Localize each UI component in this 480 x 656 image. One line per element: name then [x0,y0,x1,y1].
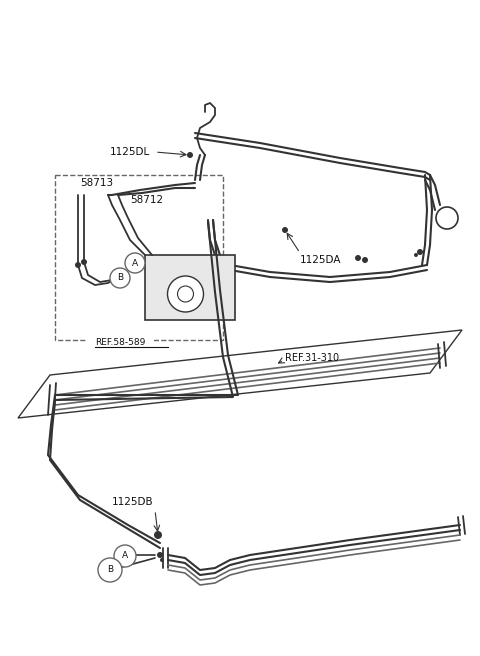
Circle shape [168,276,204,312]
Circle shape [98,558,122,582]
Text: 1125DA: 1125DA [300,255,341,265]
Text: 1125DL: 1125DL [110,147,150,157]
Circle shape [362,257,368,263]
Circle shape [114,545,136,567]
Text: REF.31-310: REF.31-310 [285,353,339,363]
Circle shape [81,259,87,265]
FancyBboxPatch shape [145,255,235,320]
Circle shape [417,249,423,255]
Text: 1125DB: 1125DB [112,497,154,507]
Circle shape [436,207,458,229]
Circle shape [160,558,164,562]
Text: B: B [117,274,123,283]
Circle shape [154,531,162,539]
Text: 58712: 58712 [130,195,163,205]
Circle shape [75,262,81,268]
Text: A: A [132,258,138,268]
Circle shape [125,253,145,273]
Circle shape [187,152,193,158]
FancyBboxPatch shape [55,175,223,340]
Circle shape [282,227,288,233]
Circle shape [178,286,193,302]
Text: A: A [122,552,128,560]
Circle shape [157,552,163,558]
Circle shape [414,253,418,257]
Text: 58713: 58713 [80,178,113,188]
Text: REF.58-589: REF.58-589 [95,338,145,347]
Circle shape [355,255,361,261]
Text: B: B [107,565,113,575]
Circle shape [110,268,130,288]
Polygon shape [18,330,462,418]
